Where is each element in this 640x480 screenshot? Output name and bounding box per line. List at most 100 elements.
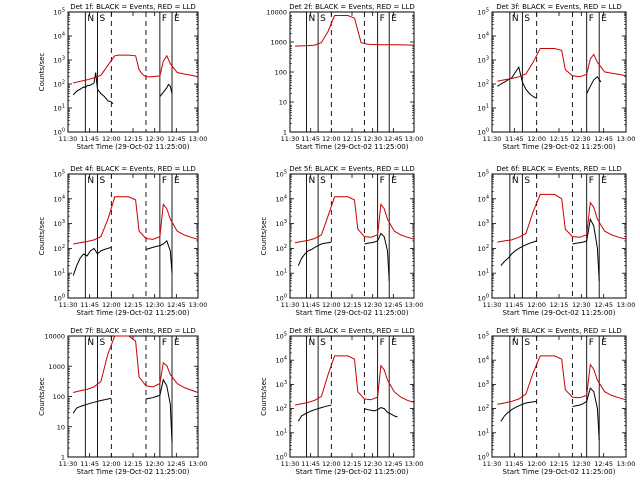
y-tick-label: 10 [279,99,287,107]
y-axis-label: Counts/sec [38,53,46,92]
y-tick-label: 1000 [270,39,287,47]
x-tick-label: 12:00 [322,460,341,468]
interval-marker-label: F [589,176,594,186]
interval-marker-label: N [87,14,94,24]
series-line-lld [73,54,199,84]
x-tick-label: 12:00 [527,135,546,143]
interval-marker-label: N [87,176,94,186]
x-tick-label: 11:45 [505,460,524,468]
y-tick-label: 102 [54,80,65,89]
chart-panel-6: Det 6f: BLACK = Events, RED = LLD 100 101 1… [478,165,636,317]
series-line-events [72,397,112,414]
x-tick-label: 12:45 [167,301,186,309]
chart-title: Det 4f: BLACK = Events, RED = LLD [70,165,196,173]
interval-marker-label: E [174,14,180,24]
y-tick-label: 103 [54,219,65,228]
x-tick-label: 12:30 [572,301,591,309]
chart-title: Det 1f: BLACK = Events, RED = LLD [70,3,196,11]
plot-frame [491,173,627,299]
x-tick-label: 12:15 [124,460,143,468]
x-tick-label: 11:30 [483,135,502,143]
chart-title: Det 5f: BLACK = Events, RED = LLD [289,165,415,173]
interval-marker-label: N [309,338,316,348]
x-tick-label: 13:00 [189,460,208,468]
series-line-events [572,217,600,281]
x-tick-label: 12:15 [550,301,569,309]
interval-marker-label: N [309,176,316,186]
x-tick-label: 11:30 [281,135,300,143]
series-line-events [500,400,537,422]
interval-marker-label: E [174,338,180,348]
y-axis-label: Counts/sec [260,377,268,416]
series-line-events [145,240,173,274]
interval-marker-label: N [87,338,94,348]
x-tick-label: 11:45 [505,135,524,143]
interval-marker-label: E [391,14,397,24]
y-tick-label: 105 [276,332,287,341]
x-axis-label: Start Time (29-Oct-02 11:25:00) [296,309,409,317]
series-line-events [497,65,537,99]
x-tick-label: 13:00 [405,460,424,468]
x-tick-label: 11:30 [59,135,78,143]
series-line-events [72,72,114,105]
series-line-events [500,240,537,267]
y-tick-label: 101 [478,104,489,113]
interval-marker-label: S [99,14,105,24]
y-tick-label: 1000 [48,363,65,371]
x-tick-label: 11:30 [483,301,502,309]
chart-title: Det 9f: BLACK = Events, RED = LLD [496,327,622,335]
y-tick-label: 105 [54,8,65,17]
chart-panel-3: Det 3f: BLACK = Events, RED = LLD 100 101 1… [478,3,636,151]
y-tick-label: 101 [54,269,65,278]
y-tick-label: 100 [276,453,287,462]
interval-marker-label: S [99,338,105,348]
y-tick-label: 103 [276,380,287,389]
x-tick-label: 12:45 [594,460,613,468]
x-tick-label: 12:45 [167,460,186,468]
y-tick-label: 101 [478,269,489,278]
x-tick-label: 11:45 [301,135,320,143]
series-line-lld [73,335,199,393]
x-tick-label: 11:30 [281,301,300,309]
y-tick-label: 102 [54,244,65,253]
y-tick-label: 102 [478,404,489,413]
y-tick-label: 101 [54,104,65,113]
interval-marker-label: S [524,338,530,348]
y-tick-label: 10000 [44,333,65,341]
x-tick-label: 11:30 [483,460,502,468]
series-line-events [586,76,602,94]
y-tick-label: 105 [478,170,489,179]
x-tick-label: 12:30 [572,460,591,468]
interval-marker-label: N [309,14,316,24]
interval-marker-label: S [524,14,530,24]
x-tick-label: 11:45 [80,301,99,309]
series-line-lld [294,15,415,47]
y-tick-label: 104 [478,32,489,41]
y-axis-label: Counts/sec [260,217,268,256]
series-line-lld [497,355,627,405]
plot-frame [289,11,415,133]
y-tick-label: 102 [478,244,489,253]
series-line-lld [497,48,627,82]
x-tick-label: 11:45 [301,460,320,468]
interval-marker-label: N [512,176,519,186]
x-tick-label: 12:30 [363,301,382,309]
chart-panel-9: Det 9f: BLACK = Events, RED = LLD 100 101 1… [478,327,636,476]
x-tick-label: 12:15 [124,301,143,309]
series-line-lld [294,196,415,244]
interval-marker-label: S [524,176,530,186]
x-tick-label: 12:00 [527,460,546,468]
x-tick-label: 12:45 [167,135,186,143]
x-tick-label: 13:00 [405,301,424,309]
x-tick-label: 12:45 [594,135,613,143]
x-tick-label: 11:45 [80,135,99,143]
plot-frame [67,173,199,299]
chart-title: Det 8f: BLACK = Events, RED = LLD [289,327,415,335]
x-tick-label: 13:00 [405,135,424,143]
y-tick-label: 100 [54,294,65,303]
y-tick-label: 100 [478,453,489,462]
x-axis-label: Start Time (29-Oct-02 11:25:00) [77,309,190,317]
y-tick-label: 100 [54,128,65,137]
y-tick-label: 101 [478,428,489,437]
